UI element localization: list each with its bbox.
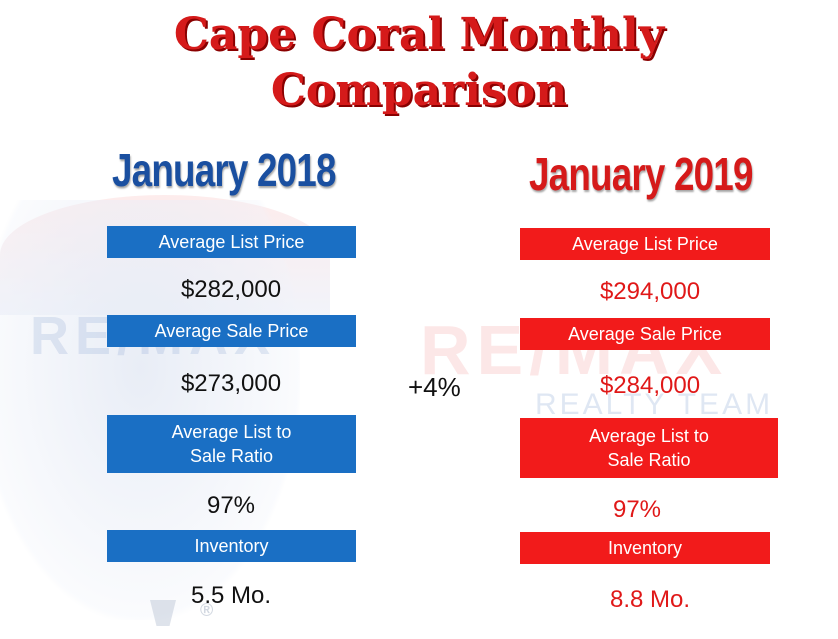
right-label-list-to-sale-ratio: Average List to Sale Ratio (520, 418, 778, 478)
right-label-average-list-price: Average List Price (520, 228, 770, 260)
right-label-inventory: Inventory (520, 532, 770, 564)
left-value-average-list-price: $282,000 (180, 276, 282, 303)
left-value-inventory: 5.5 Mo. (190, 582, 272, 609)
heading-january-2018: January 2018 (112, 144, 336, 196)
left-value-average-sale-price: $273,000 (180, 370, 282, 397)
left-label-average-sale-price: Average Sale Price (107, 315, 356, 347)
page-title-line-1: Cape Coral Monthly (173, 9, 665, 60)
right-value-average-list-price: $294,000 (599, 278, 701, 305)
left-label-list-to-sale-ratio: Average List to Sale Ratio (107, 415, 356, 473)
page-title-line-2: Comparison (270, 65, 568, 116)
left-value-list-to-sale-ratio: 97% (206, 492, 256, 519)
sale-price-change: +4% (408, 372, 461, 402)
right-value-inventory: 8.8 Mo. (609, 586, 691, 613)
left-label-inventory: Inventory (107, 530, 356, 562)
right-label-average-sale-price: Average Sale Price (520, 318, 770, 350)
left-label-average-list-price: Average List Price (107, 226, 356, 258)
right-value-list-to-sale-ratio: 97% (612, 496, 662, 523)
heading-january-2019: January 2019 (529, 148, 753, 200)
right-value-average-sale-price: $284,000 (599, 372, 701, 399)
